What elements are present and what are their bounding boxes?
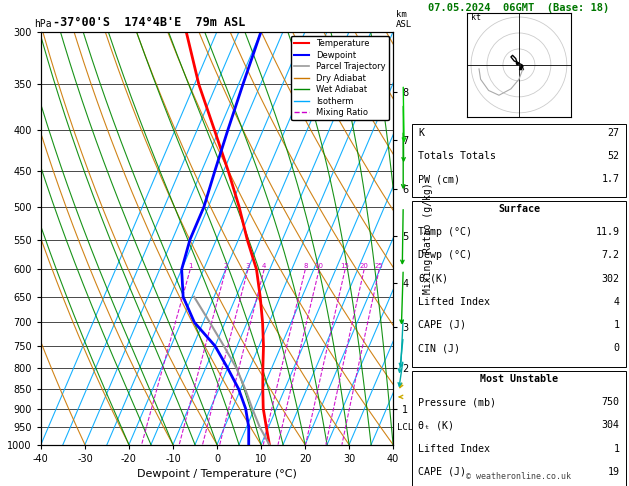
Text: 4: 4 [262, 263, 266, 269]
Text: 1: 1 [188, 263, 192, 269]
Bar [412, 201, 626, 367]
Text: CAPE (J): CAPE (J) [418, 320, 467, 330]
Text: Lifted Index: Lifted Index [418, 444, 491, 453]
Text: 25: 25 [375, 263, 384, 269]
Text: 07.05.2024  06GMT  (Base: 18): 07.05.2024 06GMT (Base: 18) [428, 3, 610, 14]
Text: 11.9: 11.9 [596, 227, 620, 237]
Text: 7.2: 7.2 [601, 250, 620, 260]
Text: Mixing Ratio (g/kg): Mixing Ratio (g/kg) [423, 182, 433, 294]
Text: K: K [418, 128, 425, 138]
Text: Dewp (°C): Dewp (°C) [418, 250, 472, 260]
Text: 0: 0 [613, 343, 620, 353]
Text: θₜ (K): θₜ (K) [418, 420, 454, 430]
Text: 19: 19 [608, 467, 620, 477]
Legend: Temperature, Dewpoint, Parcel Trajectory, Dry Adiabat, Wet Adiabat, Isotherm, Mi: Temperature, Dewpoint, Parcel Trajectory… [291, 36, 389, 121]
Text: -37°00'S  174°4B'E  79m ASL: -37°00'S 174°4B'E 79m ASL [53, 16, 246, 29]
Text: 10: 10 [314, 263, 324, 269]
Text: 302: 302 [601, 274, 620, 284]
Text: km
ASL: km ASL [396, 10, 413, 29]
Text: 3: 3 [246, 263, 250, 269]
Text: 8: 8 [303, 263, 308, 269]
Bar [412, 124, 626, 197]
Text: Most Unstable: Most Unstable [480, 374, 558, 384]
Text: 1: 1 [613, 320, 620, 330]
Text: 15: 15 [341, 263, 350, 269]
Text: PW (cm): PW (cm) [418, 174, 460, 184]
Text: 27: 27 [608, 128, 620, 138]
Text: 1.7: 1.7 [601, 174, 620, 184]
Text: θₜ(K): θₜ(K) [418, 274, 448, 284]
Text: 304: 304 [601, 420, 620, 430]
Text: 2: 2 [224, 263, 228, 269]
Text: 750: 750 [601, 397, 620, 407]
Text: Totals Totals: Totals Totals [418, 151, 496, 161]
Text: Surface: Surface [498, 204, 540, 214]
Text: hPa: hPa [35, 19, 52, 29]
Text: CAPE (J): CAPE (J) [418, 467, 467, 477]
Text: 1: 1 [613, 444, 620, 453]
Text: Pressure (mb): Pressure (mb) [418, 397, 496, 407]
X-axis label: Dewpoint / Temperature (°C): Dewpoint / Temperature (°C) [137, 469, 297, 479]
Text: CIN (J): CIN (J) [418, 343, 460, 353]
Bar [412, 371, 626, 486]
Text: © weatheronline.co.uk: © weatheronline.co.uk [467, 472, 571, 481]
Text: 20: 20 [360, 263, 369, 269]
Text: Lifted Index: Lifted Index [418, 297, 491, 307]
Text: LCL: LCL [397, 423, 413, 432]
Text: 4: 4 [613, 297, 620, 307]
Text: 52: 52 [608, 151, 620, 161]
Text: Temp (°C): Temp (°C) [418, 227, 472, 237]
